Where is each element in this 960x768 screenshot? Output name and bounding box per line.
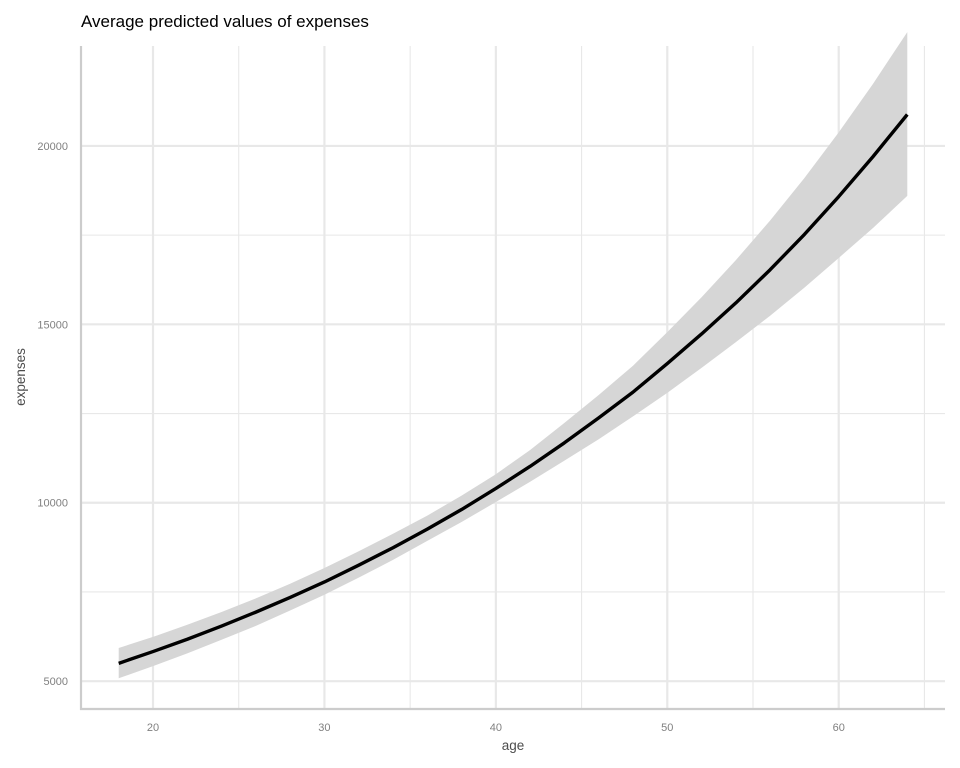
predicted-expenses-line (118, 113, 909, 665)
confidence-band (118, 32, 908, 679)
y-tick-label: 10000 (37, 498, 68, 510)
axes (79, 46, 945, 711)
y-tick-label: 15000 (37, 319, 68, 331)
x-tick-label: 50 (661, 722, 673, 734)
confidence-band-layer (118, 32, 908, 679)
tick-labels: 20 30 40 50 60 5000 10000 15000 20000 (37, 141, 844, 734)
y-tick-label: 20000 (37, 141, 68, 153)
x-axis-title: age (502, 738, 525, 753)
x-tick-label: 40 (490, 722, 502, 734)
y-axis-title: expenses (13, 348, 28, 406)
grid (81, 46, 945, 709)
x-tick-label: 30 (318, 722, 330, 734)
x-tick-label: 60 (833, 722, 845, 734)
series-line-layer (118, 113, 909, 665)
chart-title: Average predicted values of expenses (81, 12, 369, 31)
x-tick-label: 20 (147, 722, 159, 734)
y-tick-label: 5000 (44, 676, 68, 688)
